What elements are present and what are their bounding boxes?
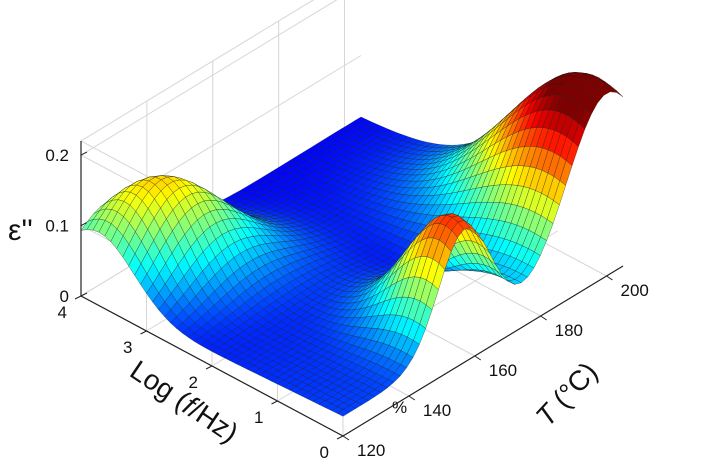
y-tick-label: 200 [621, 281, 649, 300]
z-tick-label: 0.1 [45, 217, 69, 236]
y-axis-line [342, 265, 624, 437]
x-tick-label: 3 [123, 338, 132, 357]
x-tick-mark [271, 400, 278, 405]
y-tick-label: 120 [357, 441, 385, 460]
y-tick-mark [540, 315, 547, 321]
y-tick-label: 140 [423, 401, 451, 420]
z-tick-label: 0 [60, 287, 69, 306]
x-tick-label: 0 [320, 443, 329, 462]
tick-labels: 0 1 2 3 4 120 140 160 180 200 0 0.1 0.2 [45, 146, 649, 462]
x-tick-label: 2 [189, 373, 198, 392]
x-tick-label: 4 [58, 303, 67, 322]
x-tick-mark [74, 295, 82, 300]
x-tick-label: 1 [254, 408, 263, 427]
axes-frame [74, 141, 624, 441]
x-tick-mark [140, 330, 147, 335]
surface-patch [336, 409, 350, 417]
x-tick-mark [205, 365, 213, 370]
y-tick-label: 160 [489, 361, 517, 380]
extra-tick-label: % [392, 398, 407, 417]
z-tick-mark [80, 222, 88, 226]
y-axis-label: T (°C) [530, 356, 604, 432]
y-tick-label: 180 [555, 321, 583, 340]
y-tick-mark [408, 395, 416, 401]
z-axis-label: ε'' [8, 214, 33, 247]
z-tick-label: 0.2 [45, 146, 69, 165]
surface-mesh [80, 72, 624, 417]
z-tick-mark [80, 292, 88, 297]
z-tick-mark [80, 151, 88, 156]
y-tick-mark [606, 275, 613, 281]
x-tick-mark [336, 435, 344, 440]
x-axis-label: Log (f/Hz) [125, 354, 244, 448]
y-tick-mark [474, 355, 482, 361]
y-tick-mark [342, 435, 350, 441]
